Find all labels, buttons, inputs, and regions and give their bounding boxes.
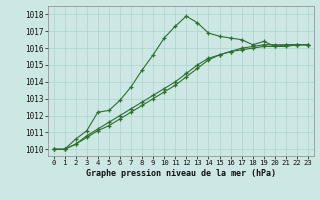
X-axis label: Graphe pression niveau de la mer (hPa): Graphe pression niveau de la mer (hPa) — [86, 169, 276, 178]
